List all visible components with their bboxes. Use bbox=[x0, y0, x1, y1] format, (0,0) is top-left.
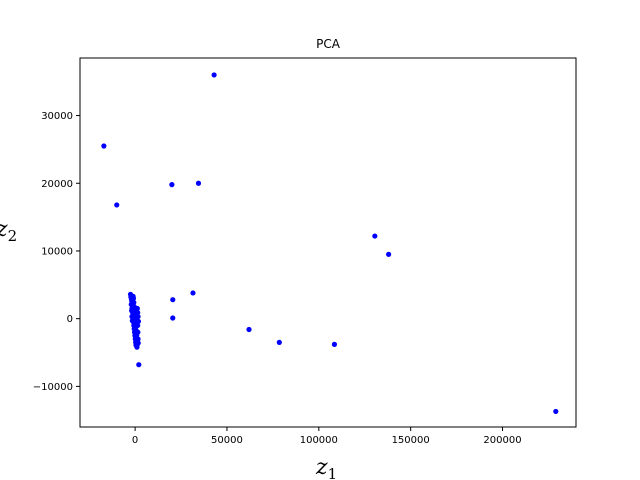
data-point bbox=[130, 293, 136, 299]
data-point bbox=[101, 143, 107, 149]
data-point bbox=[276, 339, 282, 345]
data-point bbox=[170, 297, 176, 303]
data-point bbox=[135, 322, 141, 329]
y-axis-label-base: z bbox=[0, 217, 8, 242]
y-axis-label: z2 bbox=[0, 217, 17, 245]
data-point bbox=[372, 233, 378, 239]
y-tick-label: 0 bbox=[67, 314, 73, 325]
data-point bbox=[129, 307, 135, 314]
points-layer bbox=[101, 72, 559, 415]
x-axis-label-sub: 1 bbox=[328, 465, 338, 480]
x-axis-ticks: 0 50000 100000 150000 200000 bbox=[132, 427, 522, 446]
data-point bbox=[246, 326, 252, 333]
data-point bbox=[211, 72, 217, 78]
data-point bbox=[331, 341, 338, 347]
x-axis-label: z1 bbox=[315, 455, 337, 480]
y-tick-label: 10000 bbox=[41, 246, 73, 257]
data-point bbox=[135, 309, 141, 316]
data-point bbox=[135, 314, 141, 320]
data-point bbox=[170, 315, 176, 321]
data-point bbox=[129, 314, 135, 320]
data-point bbox=[133, 342, 139, 348]
chart-title: PCA bbox=[316, 37, 341, 51]
y-tick-label: 30000 bbox=[41, 111, 73, 122]
data-point bbox=[386, 251, 392, 257]
x-tick-label: 150000 bbox=[392, 435, 430, 446]
data-point bbox=[135, 318, 142, 324]
data-point bbox=[190, 290, 196, 296]
y-tick-label: 20000 bbox=[41, 179, 73, 190]
y-tick-label: −10000 bbox=[33, 382, 73, 393]
data-point bbox=[129, 318, 135, 324]
plot-frame bbox=[79, 57, 577, 428]
data-point bbox=[128, 301, 134, 308]
y-axis-label-sub: 2 bbox=[8, 227, 18, 245]
data-point bbox=[114, 202, 120, 208]
y-axis-ticks: −10000 0 10000 20000 30000 bbox=[33, 111, 80, 393]
data-point bbox=[195, 180, 202, 186]
data-point bbox=[136, 362, 142, 368]
data-point bbox=[134, 305, 140, 312]
x-tick-label: 0 bbox=[132, 435, 138, 446]
data-point bbox=[553, 408, 559, 415]
data-point bbox=[169, 182, 175, 188]
x-tick-label: 100000 bbox=[300, 435, 338, 446]
x-tick-label: 50000 bbox=[211, 435, 243, 446]
x-tick-label: 200000 bbox=[483, 435, 521, 446]
x-axis-label-base: z bbox=[315, 455, 328, 480]
